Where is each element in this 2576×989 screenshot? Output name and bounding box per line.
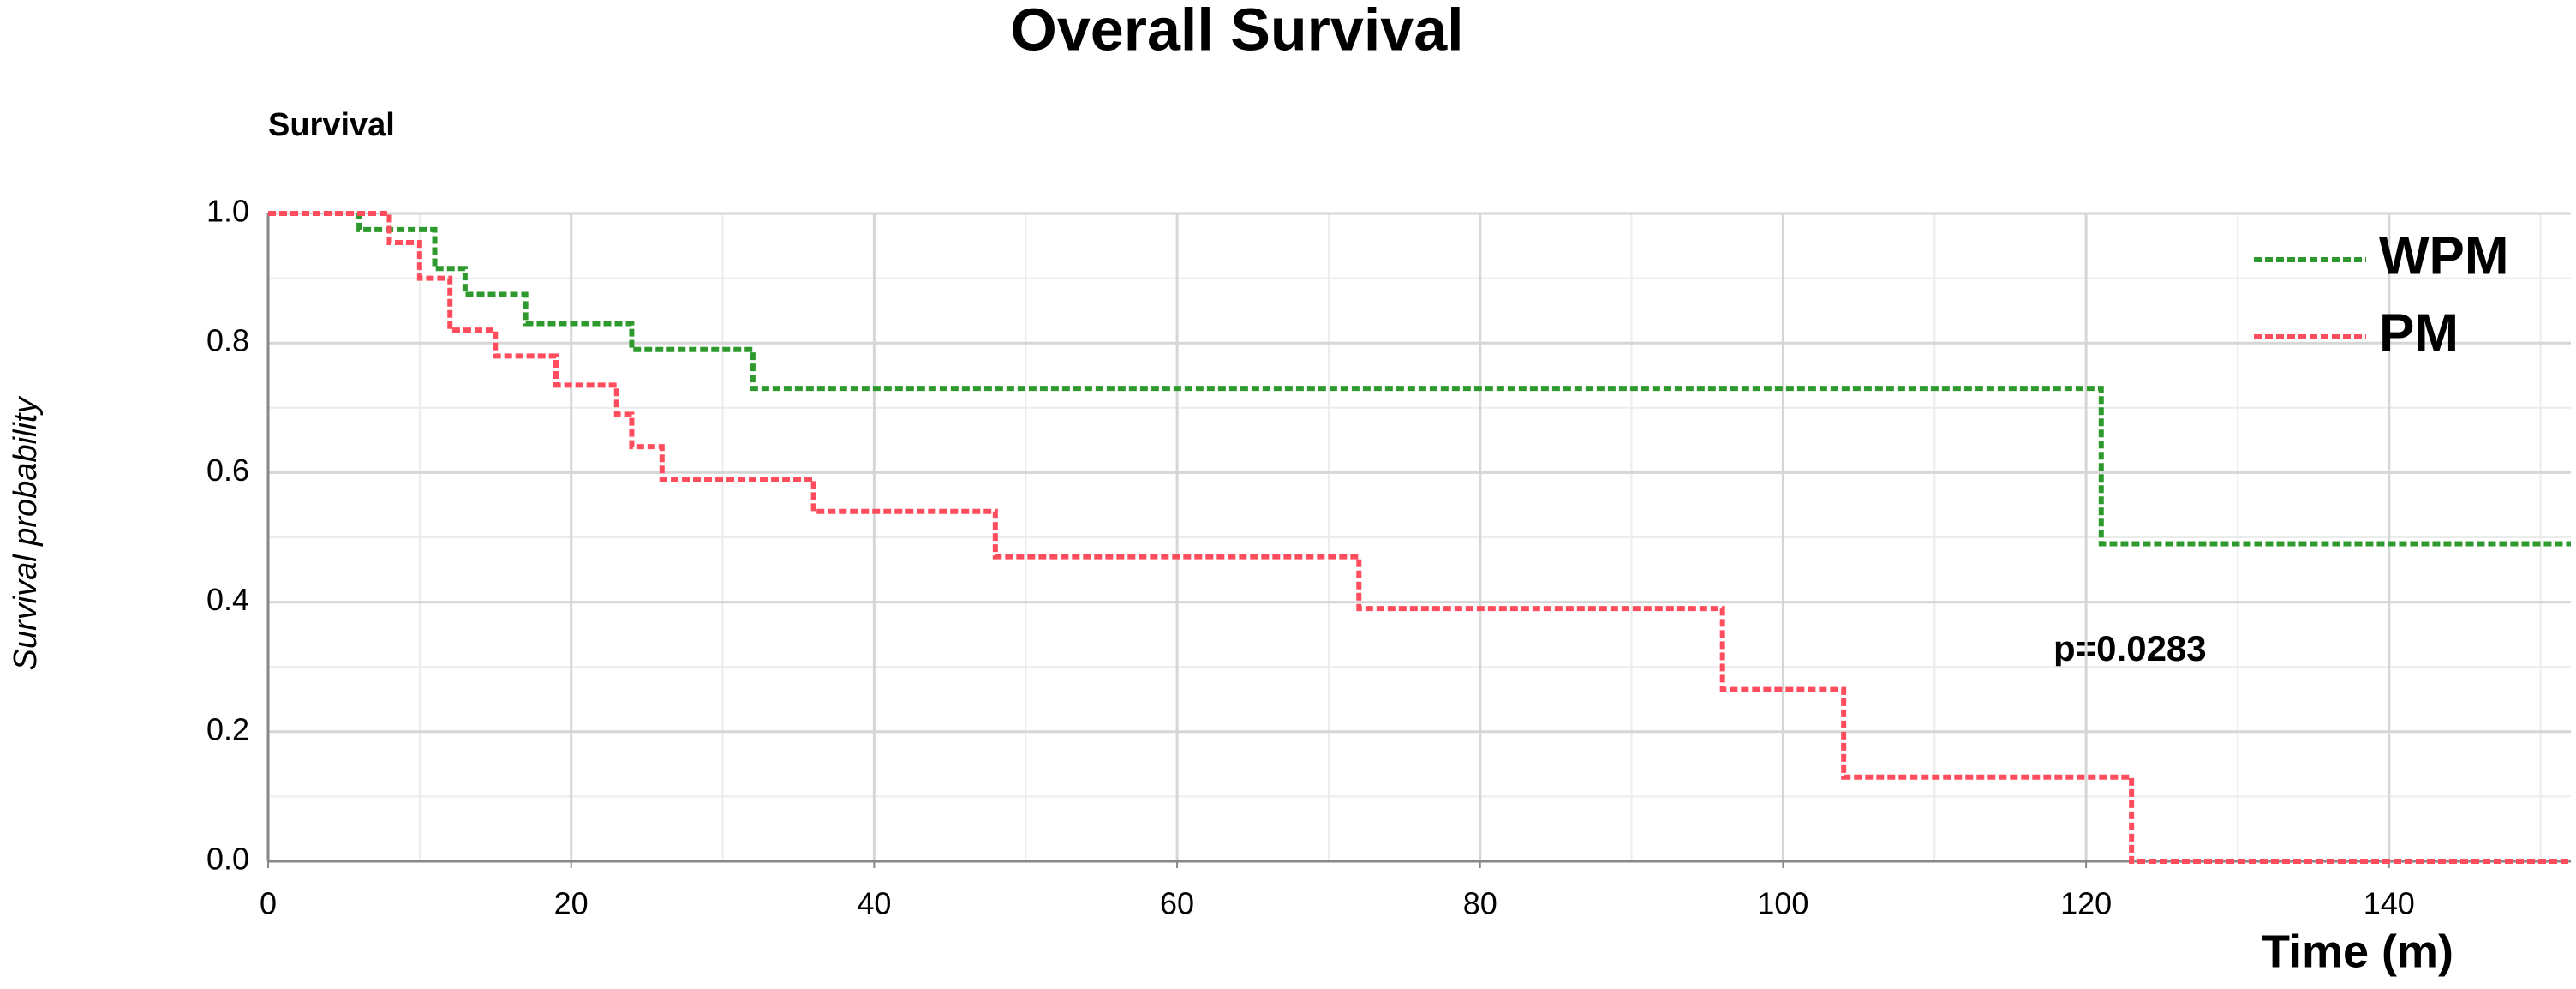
x-tick-label: 40 [857, 886, 891, 921]
x-axis-label: Time (m) [2262, 926, 2453, 977]
x-tick-label: 0 [260, 886, 277, 921]
x-tick-label: 100 [1757, 886, 1808, 921]
legend-label: PM [2379, 303, 2459, 363]
survival-curve [268, 211, 2571, 864]
y-tick-label: 0.4 [206, 582, 249, 617]
y-caption: Survival [268, 107, 395, 143]
y-axis-label: Survival probability [8, 396, 44, 671]
y-tick-label: 0.2 [206, 711, 249, 746]
y-tick-label: 0.8 [206, 323, 249, 358]
survival-curve [268, 211, 2571, 547]
legend-label: WPM [2379, 226, 2509, 285]
x-tick-label: 80 [1463, 886, 1497, 921]
x-tick-label: 140 [2364, 886, 2415, 921]
y-tick-label: 0.0 [206, 842, 249, 877]
chart-title: Overall Survival [1010, 0, 1463, 63]
annotation: p=0.0283 [2053, 628, 2207, 668]
x-tick-label: 60 [1160, 886, 1194, 921]
x-tick-label: 20 [554, 886, 589, 921]
x-tick-label: 120 [2060, 886, 2112, 921]
y-tick-label: 0.6 [206, 453, 249, 488]
y-tick-label: 1.0 [206, 194, 249, 229]
